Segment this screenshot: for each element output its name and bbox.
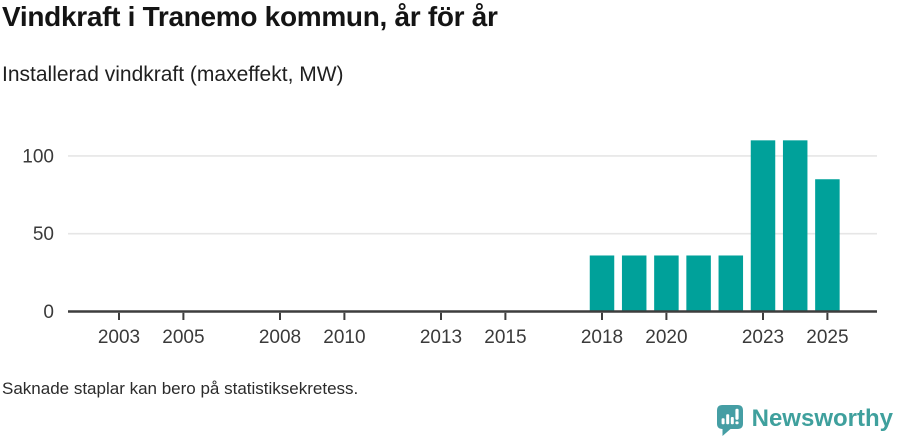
y-tick-label-100: 100 — [22, 146, 54, 167]
x-tick-label-2025: 2025 — [806, 327, 848, 348]
bar-2020 — [654, 255, 679, 312]
bar-2022 — [718, 255, 744, 312]
x-tick-label-2008: 2008 — [259, 327, 301, 348]
bar-2024 — [782, 140, 808, 312]
bar-2023 — [750, 140, 776, 312]
chart-footnote: Saknade staplar kan bero på statistiksek… — [2, 379, 359, 398]
x-tick-label-2020: 2020 — [645, 327, 687, 348]
bar-2021 — [686, 255, 711, 312]
x-tick-label-2015: 2015 — [484, 327, 526, 348]
y-tick-label-0: 0 — [43, 302, 54, 323]
bar-2025 — [815, 179, 840, 312]
bar-2019 — [621, 255, 647, 312]
x-tick-label-2018: 2018 — [581, 327, 623, 348]
newsworthy-wordmark: Newsworthy — [751, 404, 893, 432]
x-tick-label-2023: 2023 — [742, 327, 784, 348]
newsworthy-logo-icon — [716, 404, 743, 436]
chart-subtitle: Installerad vindkraft (maxeffekt, MW) — [2, 63, 344, 86]
x-tick-label-2010: 2010 — [323, 327, 365, 348]
x-tick-label-2005: 2005 — [162, 327, 204, 348]
x-tick-label-2003: 2003 — [98, 327, 140, 348]
y-tick-label-50: 50 — [33, 224, 54, 245]
x-tick-label-2013: 2013 — [420, 327, 462, 348]
newsworthy-brand: Newsworthy — [716, 403, 893, 437]
bar-2018 — [589, 255, 615, 312]
chart-title: Vindkraft i Tranemo kommun, år för år — [2, 1, 498, 32]
